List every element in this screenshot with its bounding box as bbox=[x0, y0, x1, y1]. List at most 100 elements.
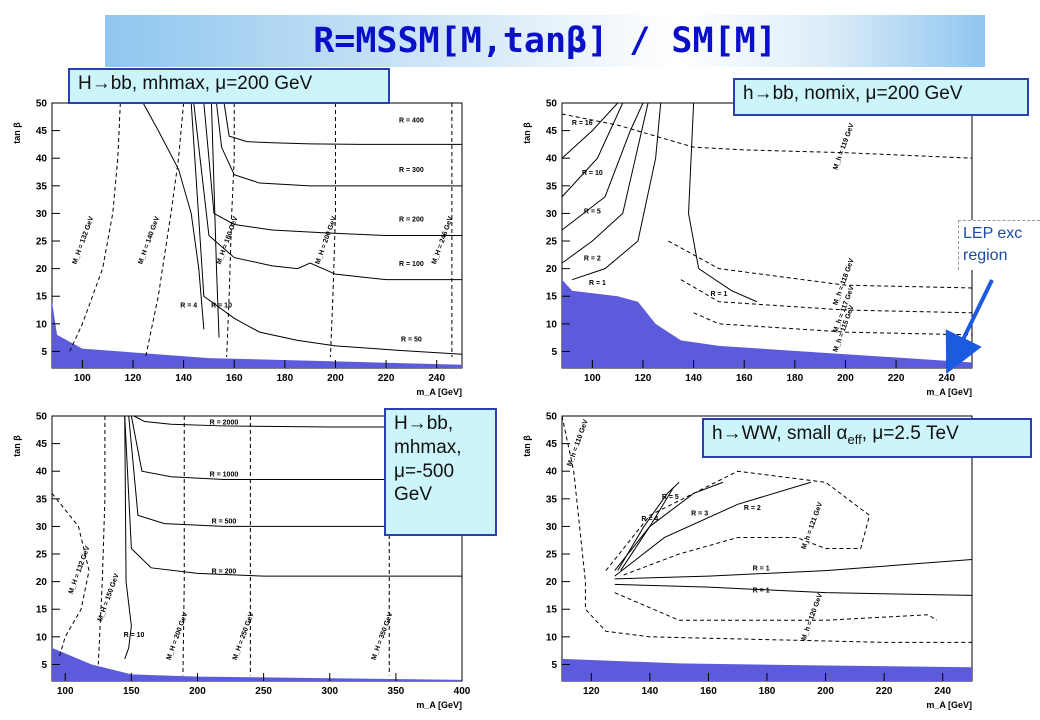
x-tick-label: 220 bbox=[876, 686, 893, 697]
label-text: H→bb, mhmax, μ=200 GeV bbox=[78, 73, 313, 94]
y-tick-label: 10 bbox=[546, 319, 558, 330]
y-tick-label: 15 bbox=[546, 292, 558, 303]
y-tick-label: 40 bbox=[546, 467, 558, 478]
contour-label: R = 1 bbox=[753, 566, 770, 573]
x-tick-label: 240 bbox=[938, 373, 955, 384]
solid-ratio-contour bbox=[124, 415, 132, 660]
x-tick-label: 240 bbox=[428, 373, 445, 384]
excluded-region bbox=[52, 301, 462, 368]
excluded-region bbox=[52, 647, 462, 681]
contour-label: R = 300 bbox=[399, 167, 424, 174]
label-text: h→bb, nomix, μ=200 GeV bbox=[743, 83, 963, 104]
label-text: h→WW, small α bbox=[712, 423, 848, 444]
y-tick-label: 50 bbox=[546, 412, 558, 423]
solid-ratio-contour bbox=[190, 102, 463, 355]
x-tick-label: 160 bbox=[736, 373, 753, 384]
x-tick-label: 200 bbox=[189, 686, 206, 697]
y-tick-label: 30 bbox=[36, 522, 48, 533]
x-tick-label: 140 bbox=[642, 686, 659, 697]
y-tick-label: 30 bbox=[546, 522, 558, 533]
contour-label: R = 100 bbox=[399, 261, 424, 268]
y-tick-label: 5 bbox=[551, 347, 557, 358]
solid-ratio-contour bbox=[561, 102, 638, 198]
y-axis-label: tan β bbox=[522, 122, 532, 144]
x-axis-label: m_A [GeV] bbox=[926, 387, 972, 397]
dashed-mass-contour bbox=[668, 240, 973, 289]
x-tick-label: 180 bbox=[759, 686, 776, 697]
dashed-mass-contour bbox=[226, 103, 235, 357]
x-tick-label: 140 bbox=[685, 373, 702, 384]
contour-label: R = 3 bbox=[691, 510, 708, 517]
contour-label: R = 200 bbox=[399, 217, 424, 224]
chart-svg: 120 140 160 180 200 220 240 5 10 15 20 25 30 35 40 45 50… bbox=[522, 412, 973, 710]
label-text: , μ=2.5 TeV bbox=[861, 423, 959, 444]
solid-ratio-contour bbox=[561, 102, 644, 231]
title-bar: R=MSSM[M,tanβ] / SM[M] bbox=[105, 15, 985, 67]
x-tick-label: 120 bbox=[583, 686, 600, 697]
y-tick-label: 5 bbox=[41, 347, 47, 358]
solid-ratio-contour bbox=[210, 102, 220, 338]
x-tick-label: 240 bbox=[934, 686, 951, 697]
solid-ratio-contour bbox=[142, 102, 205, 330]
x-tick-label: 160 bbox=[700, 686, 717, 697]
excluded-region bbox=[562, 279, 972, 368]
plot-panel-top-left: 100 120 140 160 180 200 220 240 5 10 15 20 25 30 35 40 4… bbox=[12, 95, 477, 397]
y-tick-label: 30 bbox=[36, 209, 48, 220]
note-line: region bbox=[963, 247, 1008, 265]
solid-ratio-contour bbox=[614, 481, 724, 571]
y-tick-label: 45 bbox=[546, 439, 558, 450]
y-tick-label: 15 bbox=[36, 292, 48, 303]
x-tick-label: 160 bbox=[226, 373, 243, 384]
y-tick-label: 20 bbox=[36, 577, 48, 588]
dashed-mass-contour bbox=[561, 415, 972, 643]
x-tick-label: 200 bbox=[817, 686, 834, 697]
solid-ratio-contour bbox=[688, 102, 758, 303]
y-tick-label: 50 bbox=[36, 99, 48, 110]
contour-label: R = 200 bbox=[212, 568, 237, 575]
solid-ratio-contour bbox=[561, 102, 649, 264]
label-text: GeV bbox=[394, 484, 433, 506]
x-tick-label: 120 bbox=[635, 373, 652, 384]
contour-label: R = 500 bbox=[212, 519, 237, 526]
solid-ratio-contour bbox=[203, 102, 462, 236]
x-tick-label: 220 bbox=[378, 373, 395, 384]
y-axis-label: tan β bbox=[522, 435, 532, 457]
x-tick-label: 180 bbox=[786, 373, 803, 384]
y-tick-label: 25 bbox=[36, 237, 48, 248]
dashed-mass-contour bbox=[561, 113, 973, 159]
y-tick-label: 45 bbox=[546, 126, 558, 137]
y-tick-label: 10 bbox=[36, 632, 48, 643]
lep-excluded-note: LEP exc region bbox=[958, 220, 1040, 270]
solid-ratio-contour bbox=[614, 559, 973, 580]
x-axis-label: m_A [GeV] bbox=[416, 387, 462, 397]
label-subscript: eff bbox=[847, 431, 862, 447]
x-tick-label: 100 bbox=[584, 373, 601, 384]
x-tick-label: 100 bbox=[57, 686, 74, 697]
plot-panel-top-right: 100 120 140 160 180 200 220 240 5 10 15 20 25 30 35 40 4… bbox=[522, 95, 987, 397]
contour-label: R = 1 bbox=[710, 291, 727, 298]
y-tick-label: 45 bbox=[36, 126, 48, 137]
x-tick-label: 400 bbox=[454, 686, 471, 697]
x-tick-label: 220 bbox=[888, 373, 905, 384]
contour-label: R = 1 bbox=[753, 588, 770, 595]
y-tick-label: 25 bbox=[546, 237, 558, 248]
contour-label: R = 10 bbox=[124, 632, 145, 639]
contour-label: R = 10 bbox=[582, 170, 603, 177]
dashed-mass-contour bbox=[51, 492, 90, 660]
x-tick-label: 100 bbox=[74, 373, 91, 384]
excluded-region bbox=[562, 658, 972, 681]
label-box-hbb-mhmax: H→bb, mhmax, μ=200 GeV bbox=[68, 68, 390, 104]
y-tick-label: 35 bbox=[546, 494, 558, 505]
chart-svg: 100 120 140 160 180 200 220 240 5 10 15 20 25 30 35 40 4… bbox=[522, 99, 973, 397]
dashed-mass-contour bbox=[605, 470, 871, 577]
y-tick-label: 35 bbox=[36, 494, 48, 505]
y-tick-label: 5 bbox=[41, 660, 47, 671]
x-tick-label: 200 bbox=[327, 373, 344, 384]
y-tick-label: 20 bbox=[546, 264, 558, 275]
x-axis-label: m_A [GeV] bbox=[926, 700, 972, 710]
dashed-mass-contour bbox=[680, 279, 973, 314]
contour-label: R = 400 bbox=[399, 117, 424, 124]
label-box-hbb-nomix: h→bb, nomix, μ=200 GeV bbox=[733, 78, 1029, 116]
plot-panel-bottom-right: 120 140 160 180 200 220 240 5 10 15 20 25 30 35 40 45 50… bbox=[522, 408, 987, 710]
y-tick-label: 35 bbox=[36, 181, 48, 192]
